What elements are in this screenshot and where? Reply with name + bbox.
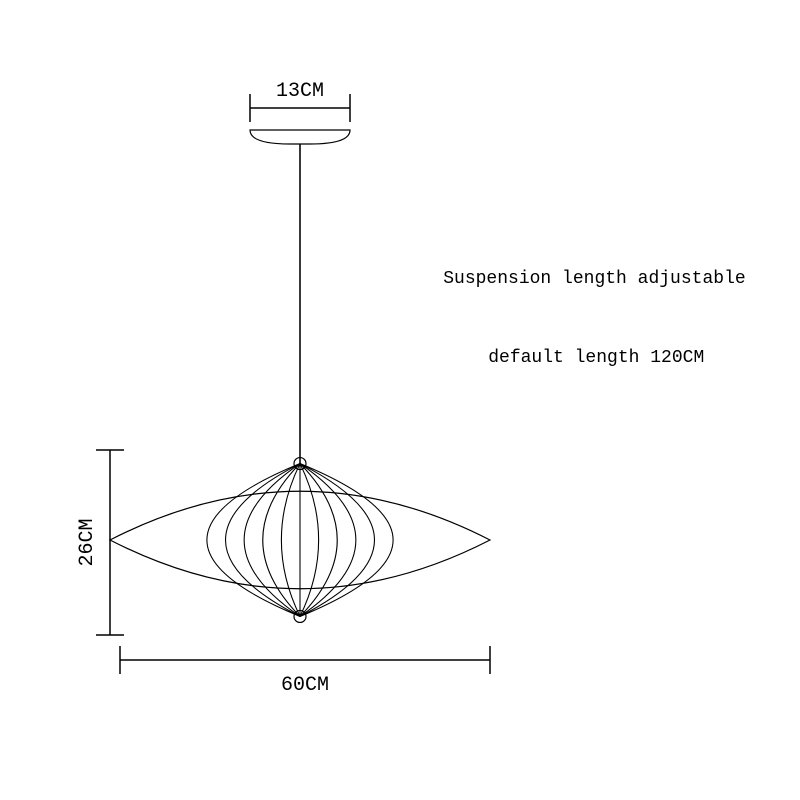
note-line2: default length 120CM [443, 348, 704, 368]
note-line1: Suspension length adjustable [443, 269, 745, 289]
suspension-note: Suspension length adjustable default len… [400, 220, 746, 418]
shade-rib [300, 464, 319, 617]
canopy-outline [250, 130, 350, 144]
shade-rib [300, 464, 393, 617]
shade-rib [281, 464, 300, 617]
dim-height-label: 26CM [76, 518, 99, 566]
dim-canopy-label: 13CM [276, 80, 324, 103]
dim-width-label: 60CM [281, 674, 329, 697]
shade-rib [207, 464, 300, 617]
